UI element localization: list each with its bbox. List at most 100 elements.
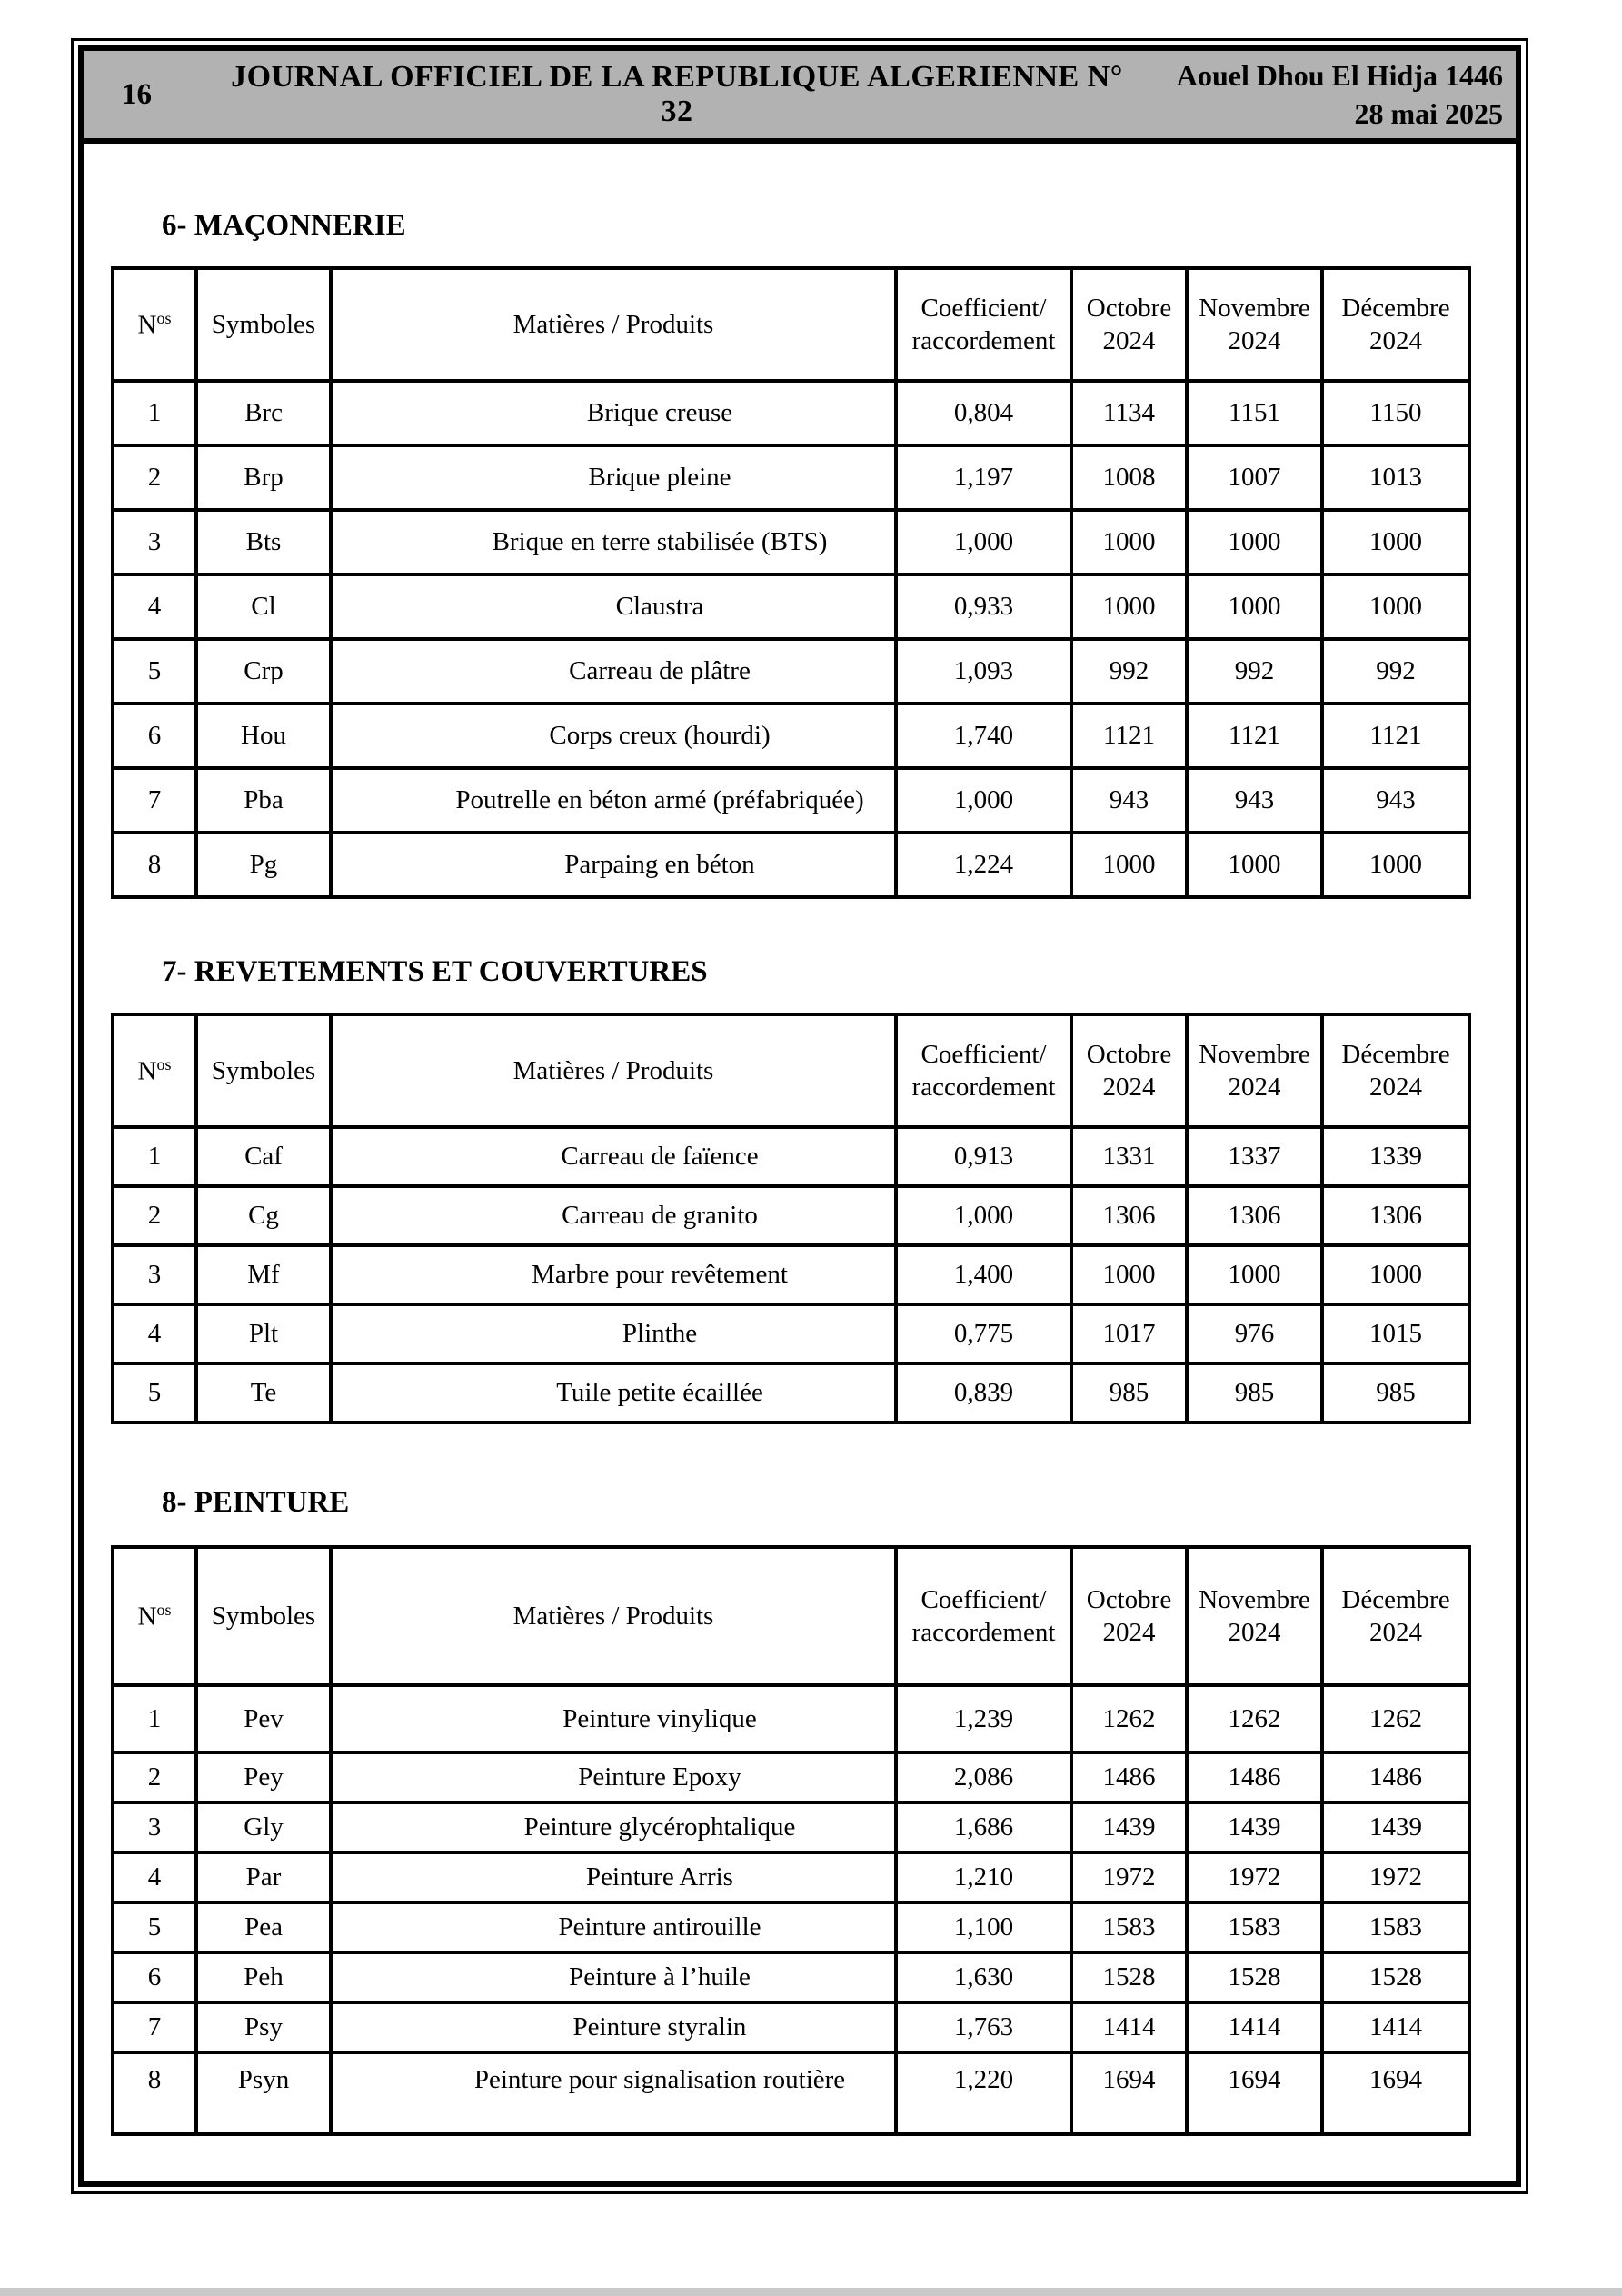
col-header-october: Octobre 2024 — [1070, 1545, 1189, 1687]
row-number-cell: 1 — [111, 1683, 198, 1754]
november-value-cell: 1121 — [1185, 702, 1324, 770]
table-row: 6 Peh Peinture à l’huile 1,630 1528 1528 1528 — [111, 1951, 1471, 2004]
table-row: 5 Crp Carreau de plâtre 1,093 992 992 992 — [111, 637, 1471, 705]
symbol-cell: Pba — [194, 766, 333, 834]
symbol-cell: Psy — [194, 2001, 333, 2054]
material-cell: Plinthe — [329, 1303, 898, 1365]
symbol-cell: Pg — [194, 831, 333, 899]
coefficient-cell: 1,740 — [894, 702, 1073, 770]
coefficient-cell: 1,100 — [894, 1901, 1073, 1954]
peinture-table: Nos Symboles Matières / Produits Coeffic… — [111, 1545, 1471, 2136]
november-value-cell: 943 — [1185, 766, 1324, 834]
november-value-cell: 1583 — [1185, 1901, 1324, 1954]
symbol-cell: Par — [194, 1851, 333, 1904]
row-number-cell: 3 — [111, 1801, 198, 1854]
table-row: 5 Te Tuile petite écaillée 0,839 985 985 985 — [111, 1362, 1471, 1424]
symbol-cell: Plt — [194, 1303, 333, 1365]
november-value-cell: 1439 — [1185, 1801, 1324, 1854]
row-number-cell: 2 — [111, 1751, 198, 1804]
row-number-cell: 5 — [111, 1901, 198, 1954]
symbol-cell: Psyn — [194, 2051, 333, 2136]
col-header-november: Novembre 2024 — [1185, 1545, 1324, 1687]
symbol-cell: Pev — [194, 1683, 333, 1754]
material-cell: Corps creux (hourdi) — [329, 702, 898, 770]
symbol-cell: Brp — [194, 444, 333, 512]
row-number-cell: 6 — [111, 1951, 198, 2004]
col-header-symbols: Symboles — [194, 1013, 333, 1129]
table-header-row: Nos Symboles Matières / Produits Coeffic… — [111, 1545, 1471, 1687]
november-value-cell: 992 — [1185, 637, 1324, 705]
november-value-cell: 1007 — [1185, 444, 1324, 512]
material-cell: Marbre pour revêtement — [329, 1243, 898, 1306]
november-value-cell: 1972 — [1185, 1851, 1324, 1904]
row-number-cell: 6 — [111, 702, 198, 770]
row-number-cell: 5 — [111, 637, 198, 705]
coefficient-cell: 2,086 — [894, 1751, 1073, 1804]
symbol-cell: Pea — [194, 1901, 333, 1954]
coefficient-cell: 1,239 — [894, 1683, 1073, 1754]
december-value-cell: 1121 — [1320, 702, 1471, 770]
coefficient-cell: 1,000 — [894, 508, 1073, 576]
table-row: 4 Plt Plinthe 0,775 1017 976 1015 — [111, 1303, 1471, 1365]
material-cell: Brique en terre stabilisée (BTS) — [329, 508, 898, 576]
december-value-cell: 1439 — [1320, 1801, 1471, 1854]
symbol-cell: Brc — [194, 379, 333, 447]
symbol-cell: Cg — [194, 1184, 333, 1247]
col-header-december: Décembre 2024 — [1320, 266, 1471, 383]
october-value-cell: 1017 — [1070, 1303, 1189, 1365]
december-value-cell: 985 — [1320, 1362, 1471, 1424]
material-cell: Parpaing en béton — [329, 831, 898, 899]
december-value-cell: 1262 — [1320, 1683, 1471, 1754]
material-cell: Claustra — [329, 573, 898, 641]
symbol-cell: Gly — [194, 1801, 333, 1854]
november-value-cell: 1000 — [1185, 831, 1324, 899]
october-value-cell: 1583 — [1070, 1901, 1189, 1954]
col-header-december: Décembre 2024 — [1320, 1013, 1471, 1129]
coefficient-cell: 1,210 — [894, 1851, 1073, 1904]
december-value-cell: 992 — [1320, 637, 1471, 705]
col-header-november: Novembre 2024 — [1185, 266, 1324, 383]
col-header-coefficient: Coefficient/ raccordement — [894, 1545, 1073, 1687]
coefficient-cell: 1,093 — [894, 637, 1073, 705]
table-row: 7 Psy Peinture styralin 1,763 1414 1414 1414 — [111, 2001, 1471, 2054]
symbol-cell: Cl — [194, 573, 333, 641]
october-value-cell: 1306 — [1070, 1184, 1189, 1247]
table-row: 2 Brp Brique pleine 1,197 1008 1007 1013 — [111, 444, 1471, 512]
november-value-cell: 1000 — [1185, 573, 1324, 641]
material-cell: Peinture pour signalisation routière — [329, 2051, 898, 2136]
col-header-coefficient: Coefficient/ raccordement — [894, 266, 1073, 383]
material-cell: Carreau de plâtre — [329, 637, 898, 705]
material-cell: Carreau de faïence — [329, 1125, 898, 1188]
october-value-cell: 1694 — [1070, 2051, 1189, 2136]
november-value-cell: 976 — [1185, 1303, 1324, 1365]
material-cell: Peinture glycérophtalique — [329, 1801, 898, 1854]
journal-header: 16 JOURNAL OFFICIEL DE LA REPUBLIQUE ALG… — [84, 51, 1516, 144]
october-value-cell: 1000 — [1070, 831, 1189, 899]
november-value-cell: 1486 — [1185, 1751, 1324, 1804]
col-header-materials: Matières / Produits — [329, 266, 898, 383]
december-value-cell: 1306 — [1320, 1184, 1471, 1247]
october-value-cell: 1972 — [1070, 1851, 1189, 1904]
row-number-cell: 7 — [111, 766, 198, 834]
october-value-cell: 1528 — [1070, 1951, 1189, 2004]
november-value-cell: 1000 — [1185, 1243, 1324, 1306]
coefficient-cell: 0,804 — [894, 379, 1073, 447]
row-number-cell: 2 — [111, 444, 198, 512]
october-value-cell: 1000 — [1070, 573, 1189, 641]
november-value-cell: 1337 — [1185, 1125, 1324, 1188]
table-row: 2 Pey Peinture Epoxy 2,086 1486 1486 1486 — [111, 1751, 1471, 1804]
col-header-october: Octobre 2024 — [1070, 266, 1189, 383]
material-cell: Tuile petite écaillée — [329, 1362, 898, 1424]
december-value-cell: 1013 — [1320, 444, 1471, 512]
november-value-cell: 1262 — [1185, 1683, 1324, 1754]
hijri-date: Aouel Dhou El Hidja 1446 — [1176, 58, 1503, 92]
table-row: 7 Pba Poutrelle en béton armé (préfabriqué… — [111, 766, 1471, 834]
section-title-revetements: 7- REVETEMENTS ET COUVERTURES — [162, 955, 708, 988]
table-row: 6 Hou Corps creux (hourdi) 1,740 1121 1121 112… — [111, 702, 1471, 770]
december-value-cell: 1583 — [1320, 1901, 1471, 1954]
coefficient-cell: 1,630 — [894, 1951, 1073, 2004]
november-value-cell: 1694 — [1185, 2051, 1324, 2136]
row-number-cell: 4 — [111, 1851, 198, 1904]
section-revetements: 7- REVETEMENTS ET COUVERTURES Nos Symbol… — [111, 899, 1516, 1424]
table-row: 8 Pg Parpaing en béton 1,224 1000 1000 1000 — [111, 831, 1471, 899]
